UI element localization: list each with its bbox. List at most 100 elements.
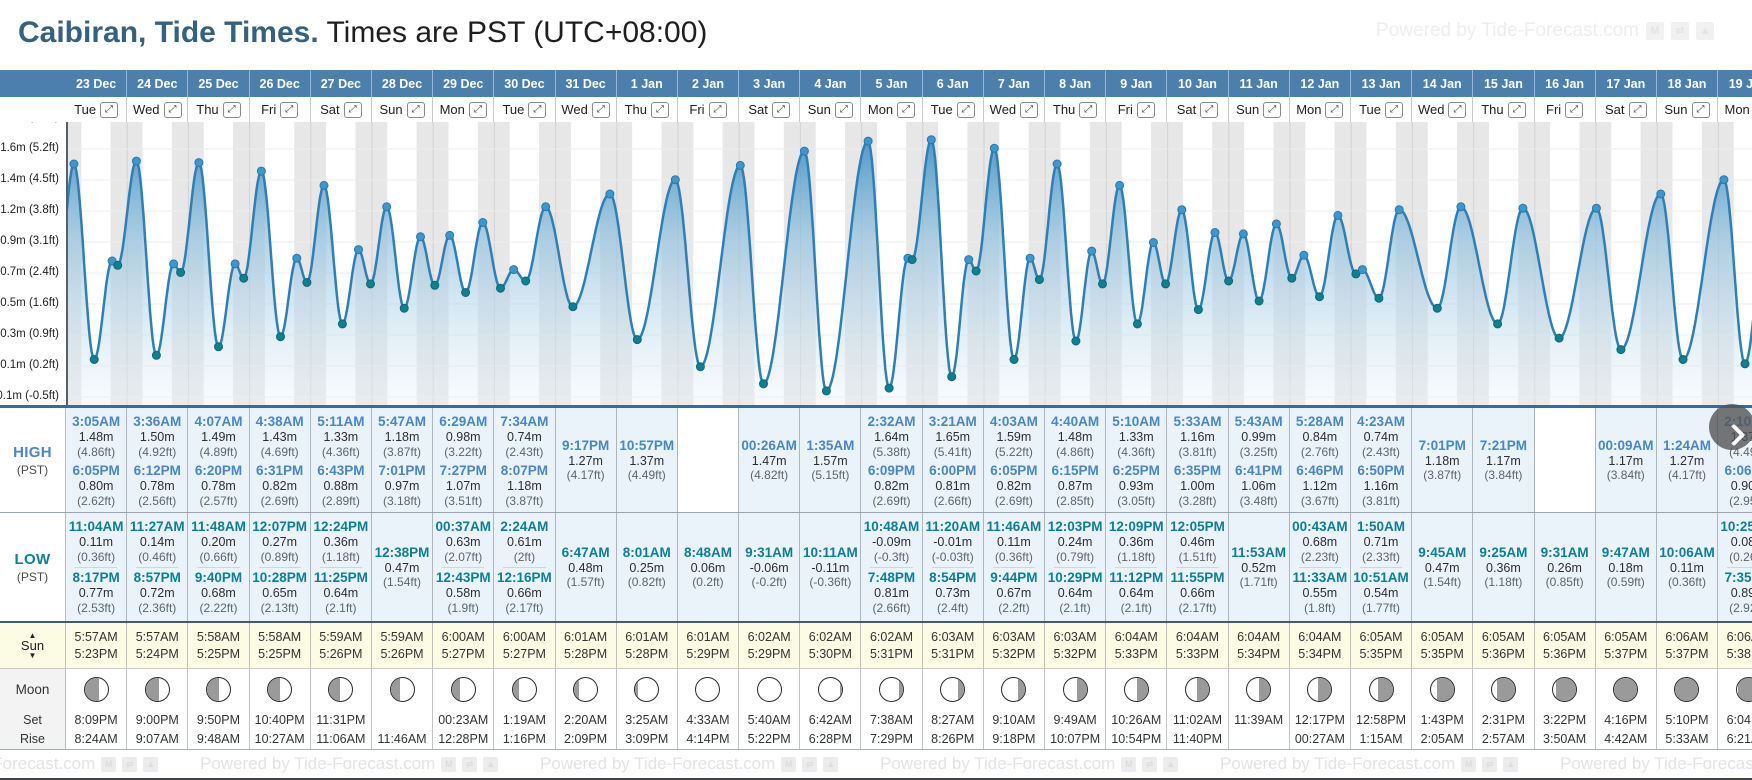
expand-day-icon[interactable]: ⤢ xyxy=(100,101,119,118)
sun-times-cell: 6:04AM 5:34PM xyxy=(1229,623,1290,668)
expand-day-icon[interactable]: ⤢ xyxy=(650,101,669,118)
high-tide-entry: 6:35PM 1.00m (3.28ft) xyxy=(1167,463,1227,508)
high-tide-entry: 6:29AM 0.98m (3.22ft) xyxy=(433,414,493,459)
sunset-time: 5:37PM xyxy=(1604,646,1648,661)
weekday-label: Fri xyxy=(1117,102,1133,117)
expand-day-icon[interactable]: ⤢ xyxy=(1507,101,1526,118)
high-tide-cell: 00:09AM 1.17m (3.84ft) xyxy=(1595,408,1657,512)
expand-day-icon[interactable]: ⤢ xyxy=(406,101,425,118)
page-header: Caibiran, Tide Times. Times are PST (UTC… xyxy=(0,0,1752,70)
low-tide-time: 9:45AM xyxy=(1418,544,1467,560)
expand-day-icon[interactable]: ⤢ xyxy=(280,101,299,118)
weekday-label: Sun xyxy=(1664,102,1688,117)
date-header-cell: 3 Jan xyxy=(739,70,801,97)
low-tide-height-m: 0.11m xyxy=(79,534,113,549)
low-tide-time: 11:25PM xyxy=(313,570,368,586)
moonrise-time-cell: 8:26PM xyxy=(923,729,984,749)
expand-day-icon[interactable]: ⤢ xyxy=(163,101,182,118)
low-tide-height-ft: (2.17ft) xyxy=(1178,600,1217,615)
tide-entry-divider xyxy=(1359,566,1403,568)
expand-day-icon[interactable]: ⤢ xyxy=(222,101,241,118)
watermark-footer-text: Powered by Tide-Forecast.com xyxy=(540,754,776,773)
expand-day-icon[interactable]: ⤢ xyxy=(1325,101,1344,118)
high-row-label: HIGH (PST) xyxy=(0,408,66,512)
expand-day-icon[interactable]: ⤢ xyxy=(343,101,362,118)
moonset-time-cell: 10:40PM xyxy=(250,710,311,729)
low-tide-time: 11:53AM xyxy=(1231,544,1287,560)
sunset-triangle-icon: ▼ xyxy=(28,650,37,660)
high-tide-height-m: 0.78m xyxy=(201,478,236,493)
moonset-time-cell: 10:26AM xyxy=(1106,710,1168,729)
high-tide-height-m: 1.33m xyxy=(1118,429,1154,444)
weekday-cell: Wed ⤢ xyxy=(556,97,617,122)
sunrise-time: 6:04AM xyxy=(1237,629,1281,644)
low-tide-cell: 9:47AM 0.18m (0.59ft) xyxy=(1595,513,1657,621)
weekday-cell: Tue ⤢ xyxy=(923,97,984,122)
high-tide-entry: 6:20PM 0.78m (2.57ft) xyxy=(188,463,248,508)
expand-day-icon[interactable]: ⤢ xyxy=(1384,101,1403,118)
high-tide-height-m: 1.18m xyxy=(1424,453,1460,468)
high-tide-cell: 00:26AM 1.47m (4.82ft) xyxy=(739,408,801,512)
low-tide-height-m: -0.09m xyxy=(872,534,911,549)
date-header-cell: 26 Dec xyxy=(250,70,311,97)
expand-day-icon[interactable]: ⤢ xyxy=(1020,101,1039,118)
weekday-label: Thu xyxy=(624,102,647,117)
low-tide-entry: 9:44PM 0.67m (2.2ft) xyxy=(984,570,1044,615)
moon-phase-cell xyxy=(1473,669,1535,710)
high-tide-cell: 5:11AM 1.33m (4.36ft) 6:43PM 0.88m (2.89ft) xyxy=(310,408,372,512)
date-header-cell: 16 Jan xyxy=(1535,70,1596,97)
high-tide-entry: 6:31PM 0.82m (2.69ft) xyxy=(250,463,310,508)
low-tide-height-m: 0.61m xyxy=(507,534,542,549)
sunrise-time: 6:05AM xyxy=(1481,629,1525,644)
expand-day-icon[interactable]: ⤢ xyxy=(1448,101,1467,118)
expand-day-icon[interactable]: ⤢ xyxy=(1691,101,1710,118)
high-tide-height-m: 1.17m xyxy=(1486,453,1521,468)
expand-day-icon[interactable]: ⤢ xyxy=(771,101,790,118)
weekday-cell: Thu ⤢ xyxy=(617,97,678,122)
expand-day-icon[interactable]: ⤢ xyxy=(528,101,547,118)
sun-times-cell: 5:59AM 5:26PM xyxy=(311,623,372,668)
high-tide-height-ft: (2.69ft) xyxy=(994,493,1033,508)
moon-lit-area xyxy=(1318,678,1332,701)
high-tide-height-m: 0.80m xyxy=(78,478,114,493)
date-header-cell: 29 Dec xyxy=(433,70,495,97)
sunset-time: 5:30PM xyxy=(808,646,852,661)
moonrise-time-cell: 3:50AM xyxy=(1535,729,1596,749)
sunrise-time: 6:01AM xyxy=(564,629,608,644)
low-tide-time: 11:12PM xyxy=(1109,570,1164,586)
expand-day-icon[interactable]: ⤢ xyxy=(897,101,916,118)
weekday-label: Tue xyxy=(930,102,953,117)
expand-day-icon[interactable]: ⤢ xyxy=(591,101,610,118)
high-tide-time: 00:26AM xyxy=(741,437,797,453)
low-tide-cell: 10:06AM 0.11m (0.36ft) xyxy=(1656,513,1719,621)
weekday-cell: Fri ⤢ xyxy=(1535,97,1596,122)
moon-phase-icon xyxy=(1368,677,1394,702)
expand-day-icon[interactable]: ⤢ xyxy=(1263,101,1282,118)
expand-day-icon[interactable]: ⤢ xyxy=(834,101,853,118)
expand-day-icon[interactable]: ⤢ xyxy=(1200,101,1219,118)
low-tide-height-m: 0.58m xyxy=(445,586,481,601)
sun-row-label[interactable]: ▲ Sun ▼ xyxy=(0,623,66,668)
tide-entry-divider xyxy=(319,566,362,568)
expand-day-icon[interactable]: ⤢ xyxy=(1136,101,1155,118)
moon-lit-area xyxy=(958,678,965,701)
high-tide-height-m: 1.27m xyxy=(1669,453,1705,468)
expand-day-icon[interactable]: ⤢ xyxy=(1565,101,1584,118)
moonset-row-label: Set xyxy=(0,710,66,729)
moon-phase-cell xyxy=(617,669,678,710)
date-label: 23 Dec xyxy=(75,76,117,91)
low-tide-entry: 00:43AM 0.68m (2.23ft) xyxy=(1290,519,1350,564)
expand-day-icon[interactable]: ⤢ xyxy=(956,101,975,118)
sunset-time: 5:26PM xyxy=(319,646,363,661)
watermark-switch-icon: ⇄ xyxy=(1142,756,1158,772)
sunrise-time: 6:04AM xyxy=(1298,629,1342,644)
expand-day-icon[interactable]: ⤢ xyxy=(1628,101,1647,118)
sunrise-time: 6:01AM xyxy=(686,629,730,644)
moon-phase-icon xyxy=(756,677,782,702)
expand-day-icon[interactable]: ⤢ xyxy=(708,101,727,118)
low-tide-time: 11:48AM xyxy=(191,519,246,534)
next-period-button[interactable] xyxy=(1709,404,1752,450)
low-tide-entry: 9:40PM 0.68m (2.22ft) xyxy=(188,570,248,615)
expand-day-icon[interactable]: ⤢ xyxy=(468,101,487,118)
expand-day-icon[interactable]: ⤢ xyxy=(1079,101,1098,118)
